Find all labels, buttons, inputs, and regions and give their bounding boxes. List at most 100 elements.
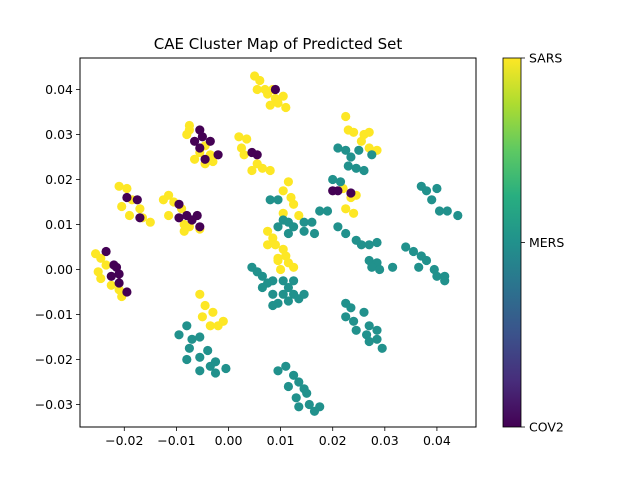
point-mers	[289, 276, 299, 286]
point-mers	[359, 165, 369, 176]
point-sars	[195, 289, 205, 299]
point-mers	[372, 237, 382, 248]
point-mers	[388, 262, 398, 272]
point-cov2	[122, 192, 132, 203]
data-points	[91, 71, 463, 416]
point-sars	[294, 210, 304, 221]
point-mers	[375, 264, 385, 275]
point-sars	[276, 264, 286, 275]
point-sars	[164, 210, 174, 221]
point-cov2	[132, 195, 142, 205]
point-sars	[252, 84, 262, 95]
point-mers	[294, 402, 304, 412]
point-mers	[203, 345, 213, 356]
point-mers	[273, 195, 283, 205]
point-mers	[304, 399, 314, 410]
point-mers	[341, 228, 351, 239]
point-sars	[341, 111, 351, 122]
point-sars	[349, 208, 359, 218]
point-mers	[195, 352, 205, 362]
point-sars	[106, 280, 116, 290]
point-cov2	[114, 278, 124, 288]
point-mers	[359, 307, 369, 317]
point-mers	[351, 163, 361, 173]
point-sars	[364, 127, 374, 137]
y-tick-label: 0.02	[45, 172, 73, 187]
point-sars	[289, 199, 299, 209]
point-mers	[453, 210, 463, 221]
point-mers	[421, 186, 432, 196]
x-tick-label: −0.01	[157, 433, 195, 448]
point-mers	[372, 334, 382, 344]
point-cov2	[106, 271, 116, 281]
point-mers	[187, 334, 197, 344]
point-mers	[283, 228, 293, 239]
y-axis: −0.03 −0.02 −0.01 0.00 0.01 0.02 0.03 0.04	[35, 82, 80, 412]
point-mers	[221, 363, 231, 374]
point-mers	[315, 206, 325, 216]
point-mers	[283, 282, 293, 293]
point-mers	[354, 145, 364, 155]
point-cov2	[190, 136, 200, 146]
point-mers	[210, 368, 221, 378]
point-cov2	[195, 143, 205, 153]
point-mers	[401, 242, 411, 252]
point-sars	[289, 262, 299, 272]
point-cov2	[101, 246, 111, 257]
point-mers	[299, 289, 309, 299]
point-mers	[432, 271, 442, 281]
point-mers	[210, 357, 221, 367]
colorbar	[502, 57, 522, 428]
point-mers	[299, 217, 309, 227]
y-tick-label: −0.02	[35, 352, 73, 367]
point-cov2	[122, 287, 132, 297]
point-sars	[356, 136, 366, 146]
point-sars	[265, 165, 275, 176]
point-sars	[197, 312, 207, 322]
point-sars	[190, 154, 200, 164]
point-mers	[268, 276, 278, 286]
point-mers	[328, 174, 338, 185]
point-mers	[257, 271, 267, 281]
point-cov2	[187, 215, 197, 225]
point-sars	[257, 163, 267, 173]
colorbar-axis: SARS MERS COV2	[521, 51, 564, 435]
point-cov2	[205, 136, 215, 146]
point-mers	[440, 276, 450, 286]
x-tick-label: 0.01	[267, 433, 295, 448]
point-mers	[364, 336, 374, 347]
point-mers	[265, 195, 275, 205]
point-mers	[315, 402, 325, 412]
x-tick-label: 0.02	[319, 433, 347, 448]
x-axis: −0.02 −0.01 0.00 0.01 0.02 0.03 0.04	[105, 427, 451, 448]
point-cov2	[135, 213, 145, 223]
point-sars	[218, 316, 228, 326]
y-tick-label: −0.03	[35, 397, 73, 412]
point-mers	[341, 312, 351, 322]
point-sars	[122, 183, 132, 194]
point-sars	[208, 307, 218, 317]
point-mers	[182, 321, 192, 331]
point-sars	[281, 102, 291, 113]
point-mers	[346, 152, 356, 162]
point-sars	[349, 127, 359, 137]
point-sars	[124, 210, 135, 221]
point-cov2	[270, 84, 280, 95]
point-sars	[278, 208, 288, 218]
point-mers	[174, 330, 184, 340]
point-mers	[195, 332, 205, 342]
point-mers	[367, 150, 377, 160]
point-mers	[427, 195, 437, 205]
point-cov2	[114, 269, 124, 279]
point-mers	[432, 183, 442, 194]
point-sars	[263, 240, 273, 250]
point-mers	[289, 222, 299, 232]
y-tick-label: 0.00	[45, 262, 73, 277]
point-mers	[356, 240, 366, 250]
point-sars	[247, 165, 257, 176]
colorbar-label-sars: SARS	[529, 51, 562, 66]
point-mers	[273, 366, 283, 376]
point-cov2	[333, 186, 343, 196]
point-mers	[322, 206, 333, 216]
point-mers	[268, 300, 278, 311]
